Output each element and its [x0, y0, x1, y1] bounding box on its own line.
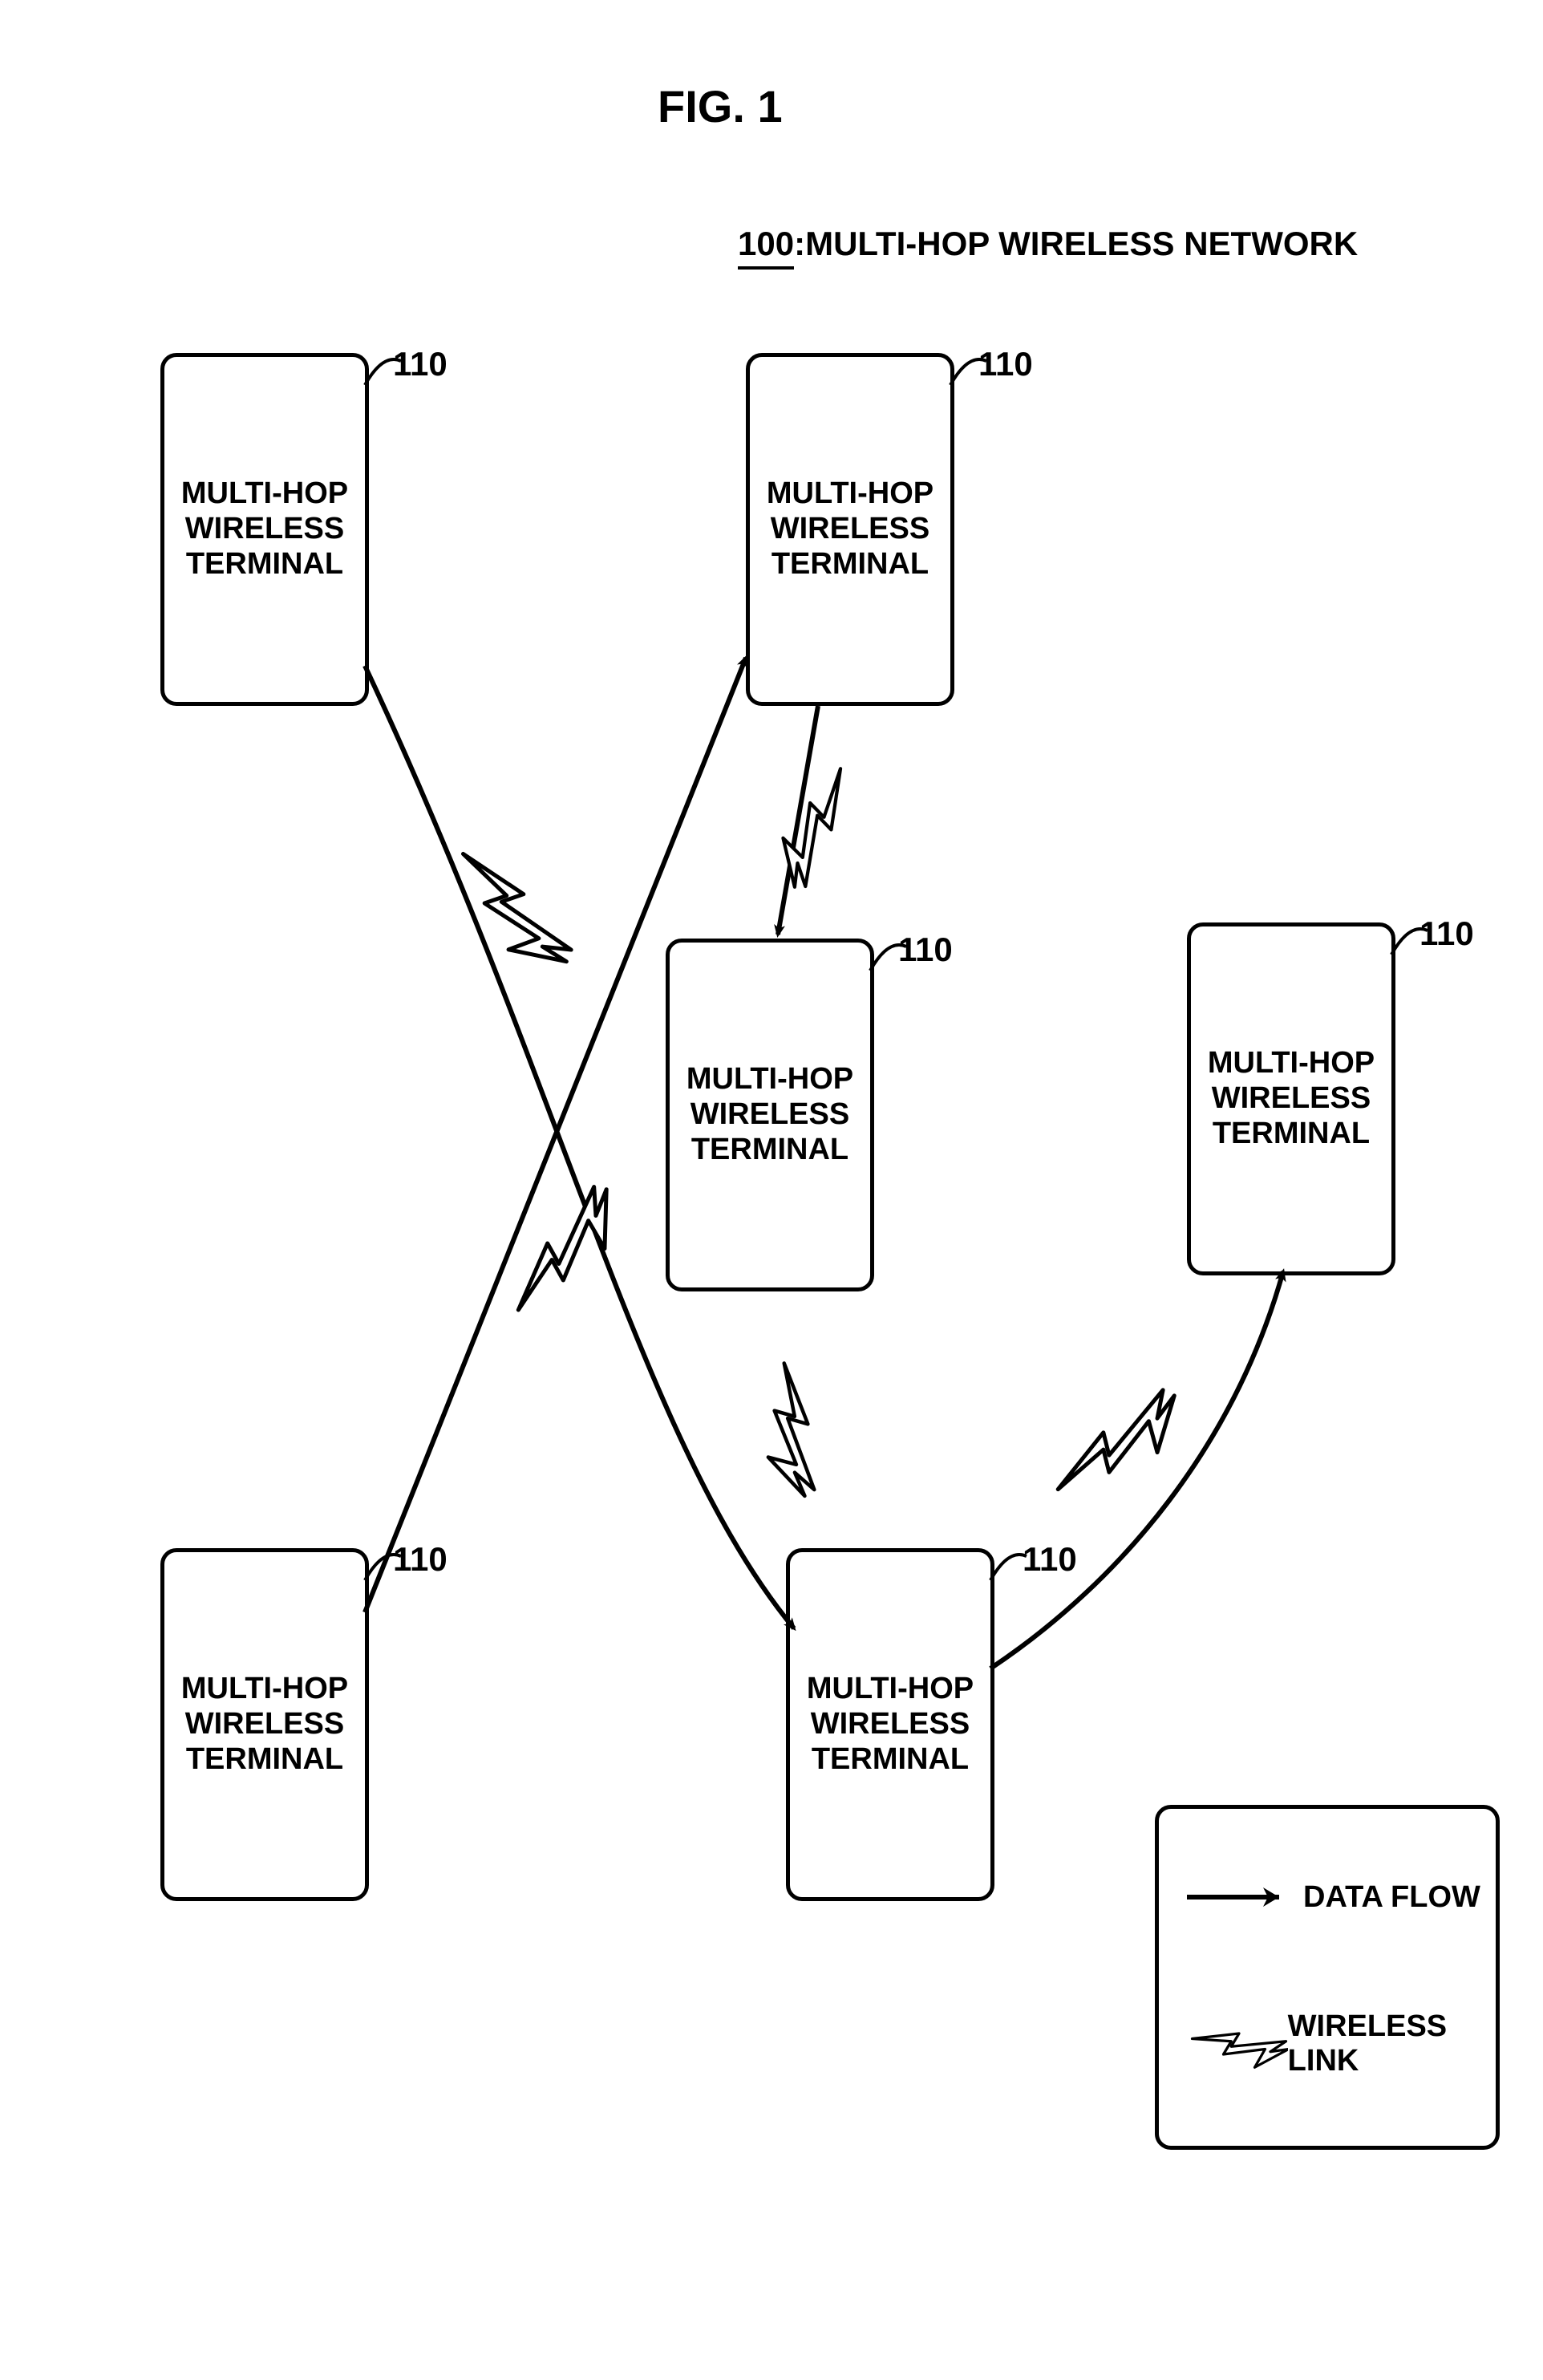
wireless-link-d-b — [512, 1178, 631, 1332]
terminal-label: MULTI-HOPWIRELESSTERMINAL — [181, 476, 348, 582]
figure-title: FIG. 1 — [658, 80, 783, 132]
wireless-link-b-c — [772, 759, 847, 892]
ref-label-d: 110 — [393, 1540, 448, 1579]
legend-row-dataflow: DATA FLOW — [1183, 1873, 1480, 1921]
terminal-label: MULTI-HOPWIRELESSTERMINAL — [181, 1672, 348, 1777]
terminal-label: MULTI-HOPWIRELESSTERMINAL — [686, 1062, 853, 1167]
ref-label-c: 110 — [898, 931, 953, 969]
legend-label-dataflow: DATA FLOW — [1303, 1880, 1480, 1915]
terminal-b: MULTI-HOPWIRELESSTERMINAL — [746, 353, 954, 706]
legend-box: DATA FLOW WIRELESS LINK — [1155, 1805, 1500, 2150]
terminal-c: MULTI-HOPWIRELESSTERMINAL — [666, 939, 874, 1291]
network-ref-number: 100 — [738, 225, 794, 270]
wireless-link-c-e — [746, 1361, 826, 1502]
wireless-link-e-f — [1052, 1379, 1194, 1521]
ref-label-e: 110 — [1023, 1540, 1077, 1579]
legend-label-wireless: WIRELESS LINK — [1288, 2009, 1496, 2078]
network-title-colon: : — [794, 225, 805, 262]
lightning-bolt-icon — [1183, 2012, 1288, 2076]
ref-label-f: 110 — [1419, 914, 1474, 953]
ref-label-b: 110 — [978, 345, 1033, 383]
wireless-link-a-c — [435, 848, 581, 983]
terminal-d: MULTI-HOPWIRELESSTERMINAL — [160, 1548, 369, 1901]
network-title-text: MULTI-HOP WIRELESS NETWORK — [805, 225, 1358, 262]
page: FIG. 1 100:MULTI-HOP WIRELESS NETWORK MU… — [0, 0, 1543, 2380]
terminal-label: MULTI-HOPWIRELESSTERMINAL — [767, 476, 933, 582]
terminal-label: MULTI-HOPWIRELESSTERMINAL — [1208, 1046, 1375, 1151]
ref-label-a: 110 — [393, 345, 448, 383]
data-flow-b_to_c — [778, 706, 818, 935]
terminal-label: MULTI-HOPWIRELESSTERMINAL — [807, 1672, 974, 1777]
arrow-icon — [1183, 1873, 1303, 1921]
legend-row-wireless: WIRELESS LINK — [1183, 2009, 1496, 2078]
data-flow-e_to_f — [990, 1271, 1283, 1668]
terminal-a: MULTI-HOPWIRELESSTERMINAL — [160, 353, 369, 706]
terminal-e: MULTI-HOPWIRELESSTERMINAL — [786, 1548, 994, 1901]
network-title: 100:MULTI-HOP WIRELESS NETWORK — [738, 225, 1358, 270]
terminal-f: MULTI-HOPWIRELESSTERMINAL — [1187, 922, 1395, 1275]
